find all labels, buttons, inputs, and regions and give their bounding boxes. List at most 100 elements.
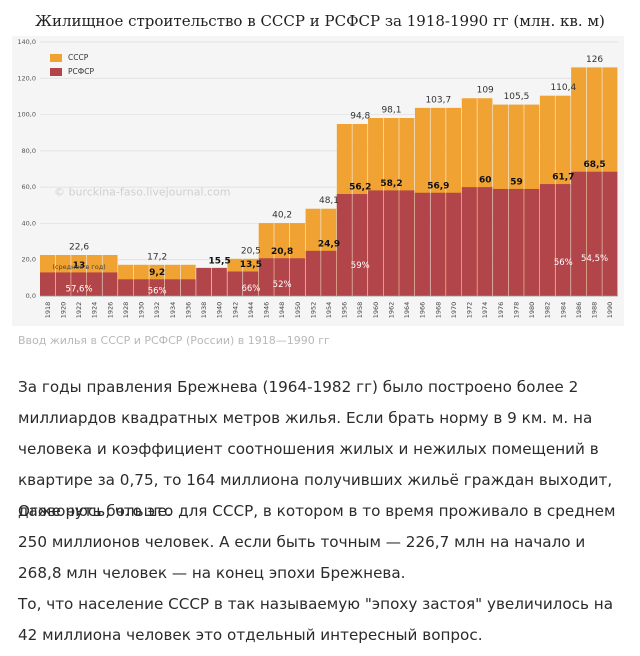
legend-swatch xyxy=(50,54,62,62)
x-tick-label: 1974 xyxy=(481,302,489,319)
y-tick-label: 80,0 xyxy=(22,147,36,155)
bar xyxy=(508,188,524,296)
bar xyxy=(133,279,149,296)
value-label: 20,8 xyxy=(271,247,293,257)
annotation: (среднее в год) xyxy=(52,263,105,271)
y-tick-label: 0,0 xyxy=(26,292,36,300)
value-label: 126 xyxy=(586,55,603,65)
chart: Жилищное строительство в СССР и РСФСР за… xyxy=(17,12,618,319)
legend-swatch xyxy=(50,68,62,76)
x-tick-label: 1934 xyxy=(169,302,177,319)
x-tick-label: 1950 xyxy=(294,302,302,319)
legend-label: СССР xyxy=(68,53,89,62)
value-label: 98,1 xyxy=(381,106,401,116)
x-tick-label: 1922 xyxy=(75,302,83,319)
chart-title: Жилищное строительство в СССР и РСФСР за… xyxy=(35,12,605,30)
bar xyxy=(258,258,274,296)
y-tick-label: 20,0 xyxy=(22,256,36,264)
value-label: 48,1 xyxy=(319,196,339,206)
bar xyxy=(414,192,430,296)
value-label: 17,2 xyxy=(147,252,167,262)
x-tick-label: 1964 xyxy=(403,302,411,319)
value-label: 103,7 xyxy=(425,95,451,105)
x-tick-label: 1946 xyxy=(263,302,271,319)
value-label: 59 xyxy=(510,177,523,187)
x-tick-label: 1948 xyxy=(278,302,286,319)
value-label: 20,5 xyxy=(241,246,261,256)
x-tick-label: 1932 xyxy=(153,302,161,319)
x-tick-label: 1978 xyxy=(512,302,520,319)
value-label: 110,4 xyxy=(550,83,576,93)
bar xyxy=(289,258,305,296)
value-label: 40,2 xyxy=(272,211,292,221)
caption: Ввод жилья в СССР и РСФСР (России) в 191… xyxy=(18,334,330,347)
paragraph: Оговорюсь, что это для СССР, в котором в… xyxy=(18,502,616,582)
x-tick-label: 1968 xyxy=(434,302,442,319)
x-tick-label: 1986 xyxy=(575,302,583,319)
value-label: 58,2 xyxy=(380,179,402,189)
x-tick-label: 1926 xyxy=(106,302,114,319)
x-tick-label: 1918 xyxy=(44,302,52,319)
share-label: 59% xyxy=(351,261,370,271)
value-label: 56,9 xyxy=(427,181,449,191)
x-tick-label: 1966 xyxy=(419,302,427,319)
x-tick-label: 1920 xyxy=(59,302,67,319)
value-label: 61,7 xyxy=(552,173,574,183)
x-tick-label: 1938 xyxy=(200,302,208,319)
x-tick-label: 1954 xyxy=(325,302,333,319)
x-tick-label: 1936 xyxy=(184,302,192,319)
bar xyxy=(571,171,587,296)
y-tick-label: 120,0 xyxy=(17,74,36,82)
value-label: 68,5 xyxy=(583,160,605,170)
x-tick-label: 1972 xyxy=(466,302,474,319)
value-label: 22,6 xyxy=(69,242,89,252)
y-tick-label: 140,0 xyxy=(17,38,36,46)
bar xyxy=(430,192,446,296)
bar xyxy=(383,190,399,296)
value-label: 9,2 xyxy=(149,268,165,278)
bar xyxy=(305,250,321,296)
y-tick-label: 100,0 xyxy=(17,111,36,119)
share-label: 54,5% xyxy=(581,254,608,264)
bar xyxy=(149,279,165,296)
x-tick-label: 1956 xyxy=(341,302,349,319)
x-tick-label: 1944 xyxy=(247,302,255,319)
bar xyxy=(40,272,56,296)
bar xyxy=(461,187,477,296)
share-label: 56% xyxy=(554,258,573,268)
value-label: 109 xyxy=(477,86,494,96)
y-tick-label: 60,0 xyxy=(22,183,36,191)
x-tick-label: 1990 xyxy=(606,302,614,319)
bar xyxy=(399,190,415,296)
bar xyxy=(539,184,555,296)
x-tick-label: 1960 xyxy=(372,302,380,319)
x-tick-label: 1928 xyxy=(122,302,130,319)
value-label: 60 xyxy=(479,176,492,186)
bar xyxy=(555,184,571,296)
share-label: 66% xyxy=(241,284,260,294)
value-label: 105,5 xyxy=(504,92,530,102)
bar xyxy=(274,258,290,296)
x-tick-label: 1958 xyxy=(356,302,364,319)
share-label: 52% xyxy=(273,280,292,290)
bar xyxy=(164,279,180,296)
value-label: 13 xyxy=(73,261,86,271)
x-tick-label: 1988 xyxy=(591,302,599,319)
x-tick-label: 1940 xyxy=(216,302,224,319)
bar xyxy=(180,279,196,296)
bar xyxy=(71,272,87,296)
x-tick-label: 1982 xyxy=(544,302,552,319)
bar xyxy=(602,171,618,296)
bar xyxy=(524,188,540,296)
bar xyxy=(336,194,352,296)
bar xyxy=(586,171,602,296)
value-label: 56,2 xyxy=(349,183,371,193)
bar xyxy=(196,267,212,296)
paragraph: То, что население СССР в так называемую … xyxy=(18,595,614,644)
bar xyxy=(55,272,71,296)
paragraph: За годы правления Брежнева (1964-1982 гг… xyxy=(18,378,613,520)
value-label: 15,5 xyxy=(209,256,231,266)
share-label: 56% xyxy=(148,286,167,296)
x-tick-label: 1976 xyxy=(497,302,505,319)
bar xyxy=(446,192,462,296)
